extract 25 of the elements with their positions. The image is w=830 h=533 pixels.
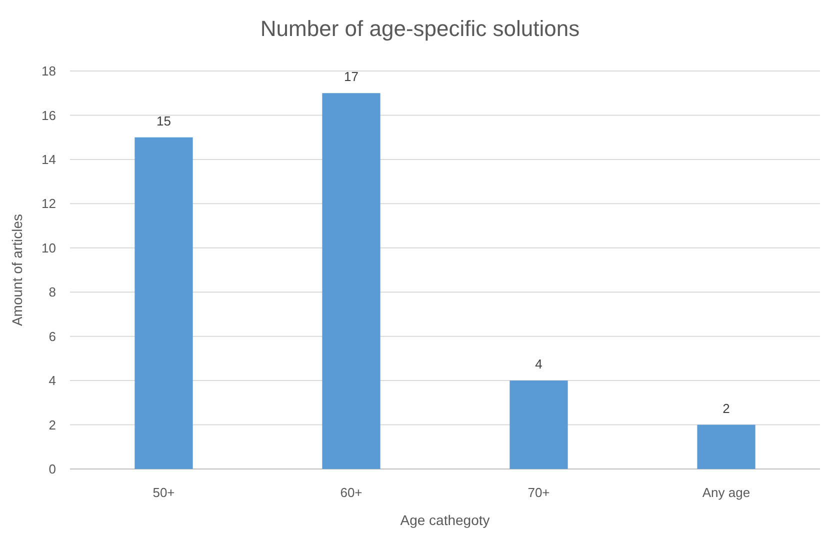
y-tick-label: 12 bbox=[42, 196, 56, 212]
bar bbox=[134, 137, 193, 469]
y-tick-label: 6 bbox=[48, 328, 56, 344]
y-axis-title: Amount of articles bbox=[9, 214, 25, 326]
x-tick-label: 70+ bbox=[528, 485, 550, 500]
bar bbox=[697, 424, 756, 469]
data-label: 2 bbox=[722, 400, 730, 416]
y-tick-label: 8 bbox=[48, 284, 56, 300]
y-tick-label: 4 bbox=[48, 373, 56, 388]
x-axis-title: Age cathegoty bbox=[400, 512, 490, 528]
bar bbox=[322, 93, 380, 469]
y-tick-label: 10 bbox=[42, 240, 56, 256]
y-tick-label: 0 bbox=[48, 462, 56, 477]
y-tick-label: 14 bbox=[42, 152, 56, 167]
x-tick-label: Any age bbox=[702, 485, 750, 500]
data-label: 4 bbox=[535, 356, 542, 372]
data-label: 17 bbox=[344, 69, 358, 84]
bar bbox=[510, 380, 568, 469]
x-tick-label: 60+ bbox=[340, 485, 362, 500]
chart-title: Number of age-specific solutions bbox=[260, 16, 580, 41]
data-label: 15 bbox=[156, 113, 171, 128]
x-tick-label: 50+ bbox=[152, 485, 175, 500]
y-tick-label: 16 bbox=[42, 108, 56, 123]
y-tick-label: 18 bbox=[42, 64, 56, 79]
y-tick-label: 2 bbox=[48, 417, 56, 432]
